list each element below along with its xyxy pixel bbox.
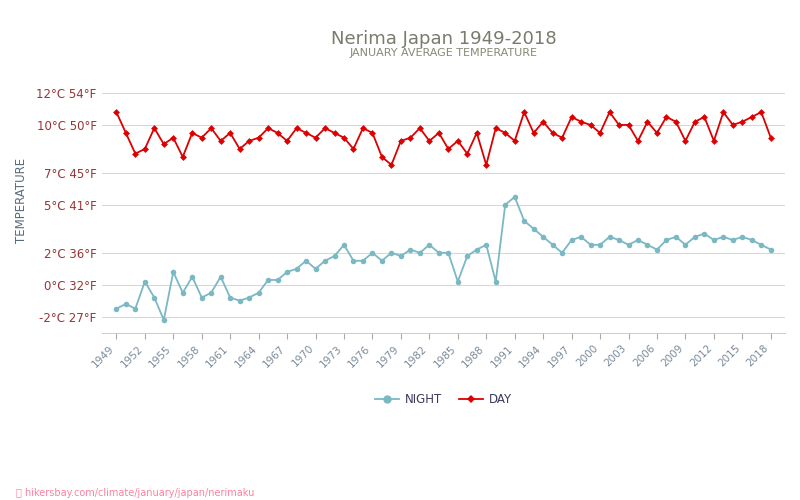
Y-axis label: TEMPERATURE: TEMPERATURE: [15, 158, 28, 244]
Text: 📍 hikersbay.com/climate/january/japan/nerimaku: 📍 hikersbay.com/climate/january/japan/ne…: [16, 488, 254, 498]
Text: JANUARY AVERAGE TEMPERATURE: JANUARY AVERAGE TEMPERATURE: [350, 48, 538, 58]
Title: Nerima Japan 1949-2018: Nerima Japan 1949-2018: [330, 30, 556, 48]
Legend: NIGHT, DAY: NIGHT, DAY: [370, 388, 517, 411]
